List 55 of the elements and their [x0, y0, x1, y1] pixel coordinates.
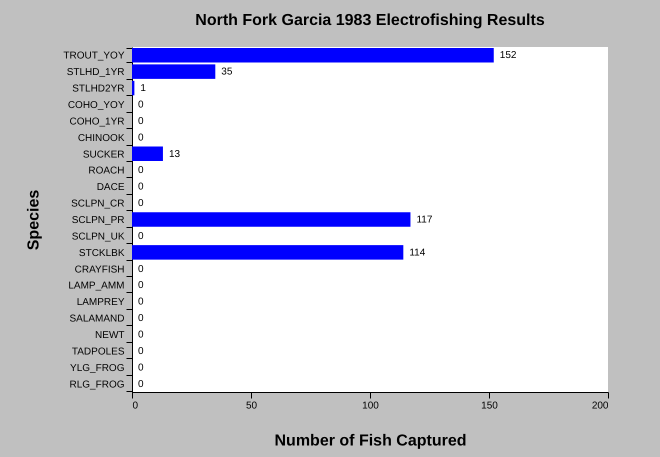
data-label: 0 — [138, 116, 144, 127]
x-tick-label: 0 — [132, 400, 138, 412]
y-tick-label: NEWT — [95, 330, 124, 341]
y-tick-label: YLG_FROG — [70, 362, 125, 374]
x-tick-label: 150 — [481, 400, 498, 412]
y-tick-label: COHO_1YR — [69, 116, 124, 128]
y-tick-label: SCLPN_UK — [72, 231, 125, 242]
bar — [132, 48, 494, 62]
y-tick-label: STCKLBK — [78, 248, 125, 259]
data-label: 0 — [138, 165, 144, 176]
data-label: 13 — [168, 148, 180, 160]
data-label: 0 — [138, 198, 144, 210]
y-tick-label: SUCKER — [82, 149, 124, 160]
y-tick-label: SCLPN_CR — [71, 198, 124, 210]
bar — [132, 146, 163, 162]
data-label: 0 — [138, 264, 144, 275]
data-label: 0 — [138, 280, 144, 292]
data-label: 0 — [138, 296, 144, 308]
y-tick-label: CRAYFISH — [74, 264, 124, 276]
data-label: 0 — [138, 330, 144, 340]
y-tick-label: STLHD2YR — [72, 84, 124, 95]
y-tick-label: CHINOOK — [78, 132, 125, 144]
y-tick-label: DACE — [96, 182, 125, 194]
data-label: 0 — [138, 362, 144, 374]
data-label: 0 — [138, 132, 144, 144]
data-label: 152 — [500, 50, 517, 62]
y-tick-label: LAMP_AMM — [68, 280, 124, 292]
y-tick-label: ROACH — [88, 166, 124, 177]
data-label: 0 — [138, 378, 144, 390]
y-tick-label: SALAMAND — [69, 314, 124, 325]
y-tick-label: RLG_FROG — [69, 379, 125, 390]
y-tick-label: STLHD_1YR — [66, 67, 124, 78]
x-axis-title: Number of Fish Captured — [274, 432, 467, 450]
y-tick-label: SCLPN_PR — [72, 215, 124, 226]
data-label: 114 — [409, 247, 426, 258]
data-label: 0 — [138, 346, 144, 357]
data-label: 35 — [221, 66, 233, 78]
data-label: 117 — [416, 214, 433, 226]
x-tick-label: 200 — [592, 400, 609, 412]
x-tick-label: 100 — [362, 400, 380, 412]
data-label: 0 — [138, 182, 144, 193]
y-tick-label: TROUT_YOY — [63, 50, 125, 62]
y-tick-label: COHO_YOY — [68, 100, 125, 111]
bar — [132, 245, 404, 260]
data-label: 0 — [138, 230, 144, 242]
bar — [132, 212, 410, 227]
chart-title: North Fork Garcia 1983 Electrofishing Results — [195, 12, 545, 29]
y-tick-label: LAMPREY — [76, 297, 125, 308]
y-tick-label: TADPOLES — [72, 346, 125, 358]
data-label: 1 — [140, 83, 146, 94]
data-label: 0 — [138, 100, 144, 110]
bar — [132, 64, 216, 79]
x-tick-label: 50 — [246, 400, 258, 412]
data-label: 0 — [138, 313, 144, 324]
y-axis-title: Species — [25, 190, 42, 250]
